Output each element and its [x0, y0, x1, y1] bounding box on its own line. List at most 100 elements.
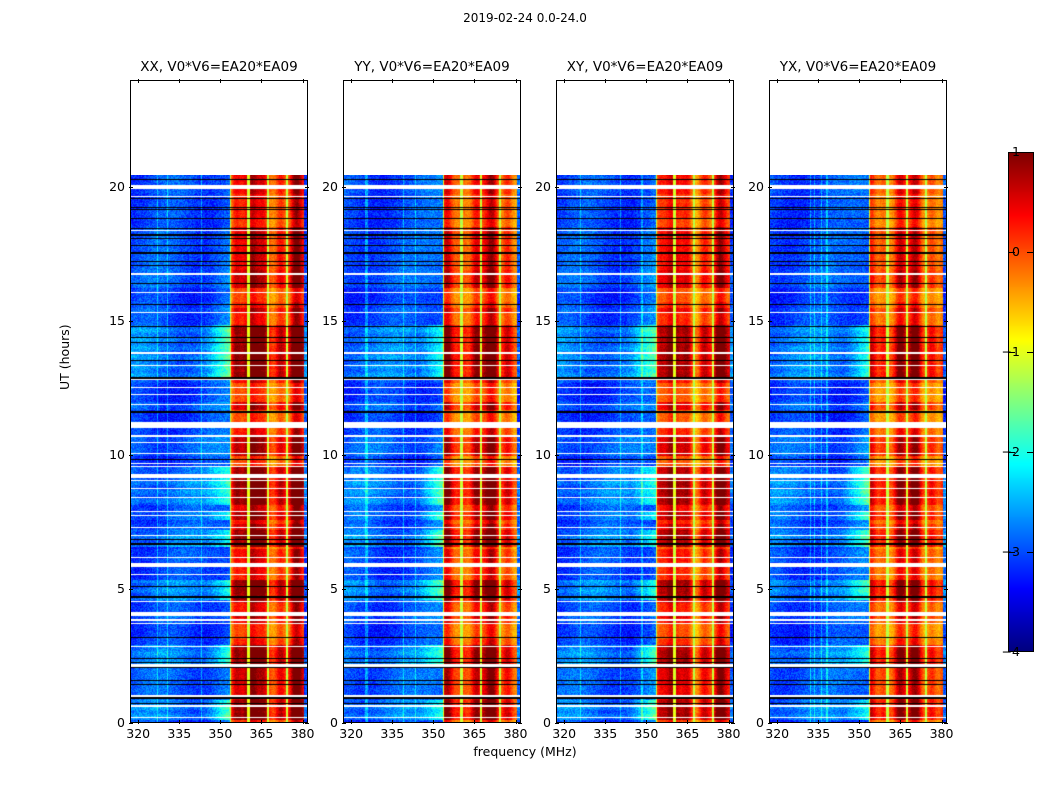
x-tick-label: 335	[380, 726, 405, 741]
x-tick-bottom	[687, 720, 689, 724]
colorbar-tick	[1009, 352, 1015, 353]
x-tick-bottom	[433, 720, 435, 724]
y-tick-label: 0	[543, 715, 551, 730]
y-tick-left	[555, 723, 559, 724]
y-tick-left	[555, 589, 559, 591]
y-tick-left	[129, 321, 133, 323]
x-tick-bottom	[818, 720, 820, 724]
x-tick-bottom	[351, 720, 353, 724]
y-tick-right	[305, 187, 309, 189]
colorbar-tick	[1027, 252, 1033, 253]
axes-xx[interactable]	[130, 80, 308, 723]
dynamic-spectrum-xx	[131, 175, 307, 722]
x-tick-bottom	[605, 720, 607, 724]
x-tick-bottom	[941, 720, 943, 724]
colorbar-container: −4−3−2−101 log10 amplitude	[1002, 144, 1050, 659]
x-tick-label: 380	[716, 726, 741, 741]
x-tick-label: 320	[765, 726, 790, 741]
y-tick-left	[768, 589, 772, 591]
x-tick-top	[392, 79, 394, 83]
y-tick-left	[768, 455, 772, 457]
colorbar-tick	[1009, 452, 1015, 453]
colorbar-tick	[1009, 152, 1015, 153]
y-tick-label: 0	[756, 715, 764, 730]
x-tick-bottom	[261, 720, 263, 724]
y-tick-label: 0	[330, 715, 338, 730]
colorbar-tick	[1009, 252, 1015, 253]
y-tick-right	[518, 589, 522, 591]
x-tick-bottom	[859, 720, 861, 724]
y-tick-label: 5	[756, 581, 764, 597]
x-tick-bottom	[564, 720, 566, 724]
y-tick-right	[305, 589, 309, 591]
x-tick-top	[687, 79, 689, 83]
colorbar-tick	[1009, 651, 1015, 652]
y-tick-right	[518, 455, 522, 457]
x-tick-label: 335	[593, 726, 618, 741]
y-tick-right	[731, 589, 735, 591]
y-tick-right	[518, 187, 522, 189]
colorbar-tick-label: 1	[1012, 144, 1020, 159]
colorbar[interactable]	[1008, 152, 1034, 652]
x-tick-label: 350	[634, 726, 659, 741]
x-tick-label: 335	[806, 726, 831, 741]
y-tick-right	[731, 187, 735, 189]
x-tick-label: 380	[929, 726, 954, 741]
x-tick-top	[433, 79, 435, 83]
panel-xx: XX, V0*V6=EA20*EA09 320 335 350 365 380 0 5 10 15…	[109, 59, 314, 741]
x-tick-top	[474, 79, 476, 83]
y-tick-label: 20	[109, 179, 125, 195]
axes-yy[interactable]	[343, 80, 521, 723]
x-tick-label: 335	[167, 726, 192, 741]
y-tick-right	[731, 455, 735, 457]
y-tick-label: 10	[748, 447, 764, 463]
colorbar-tick-label: −3	[1001, 544, 1020, 559]
axes-yx[interactable]	[769, 80, 947, 723]
colorbar-tick	[1027, 552, 1033, 553]
y-tick-right	[305, 321, 309, 323]
x-axis-label: frequency (MHz)	[473, 744, 577, 759]
x-tick-bottom	[728, 720, 730, 724]
y-tick-left	[129, 589, 133, 591]
y-tick-right	[518, 321, 522, 323]
x-tick-bottom	[138, 720, 140, 724]
dynamic-spectrum-xy	[557, 175, 733, 722]
x-tick-label: 350	[421, 726, 446, 741]
y-tick-left	[555, 455, 559, 457]
x-tick-top	[261, 79, 263, 83]
x-tick-bottom	[515, 720, 517, 724]
colorbar-gradient	[1009, 153, 1033, 651]
y-tick-left	[342, 589, 346, 591]
colorbar-tick-label: −1	[1001, 344, 1020, 359]
panel-xy: XY, V0*V6=EA20*EA09 320 335 350 365 380 0 5 10 15…	[535, 59, 740, 741]
y-tick-right	[731, 723, 735, 724]
colorbar-tick	[1009, 552, 1015, 553]
dynamic-spectrum-yx	[770, 175, 946, 722]
y-tick-left	[555, 321, 559, 323]
y-tick-label: 15	[748, 313, 764, 329]
colorbar-tick	[1027, 452, 1033, 453]
x-tick-top	[351, 79, 353, 83]
colorbar-tick-label: 0	[1012, 244, 1020, 259]
y-tick-left	[342, 723, 346, 724]
x-tick-top	[515, 79, 517, 83]
x-tick-bottom	[220, 720, 222, 724]
x-tick-label: 380	[503, 726, 528, 741]
panel-title-yx: YX, V0*V6=EA20*EA09	[779, 59, 937, 75]
x-tick-top	[900, 79, 902, 83]
x-tick-top	[728, 79, 730, 83]
x-tick-label: 350	[847, 726, 872, 741]
y-tick-label: 20	[748, 179, 764, 195]
y-tick-right	[944, 321, 948, 323]
colorbar-tick-label: −2	[1001, 444, 1020, 459]
dynamic-spectrum-yy	[344, 175, 520, 722]
axes-xy[interactable]	[556, 80, 734, 723]
x-tick-bottom	[392, 720, 394, 724]
y-tick-right	[944, 723, 948, 724]
x-tick-bottom	[302, 720, 304, 724]
y-tick-right	[944, 187, 948, 189]
y-tick-label: 0	[117, 715, 125, 730]
y-tick-left	[342, 455, 346, 457]
y-tick-left	[129, 723, 133, 724]
